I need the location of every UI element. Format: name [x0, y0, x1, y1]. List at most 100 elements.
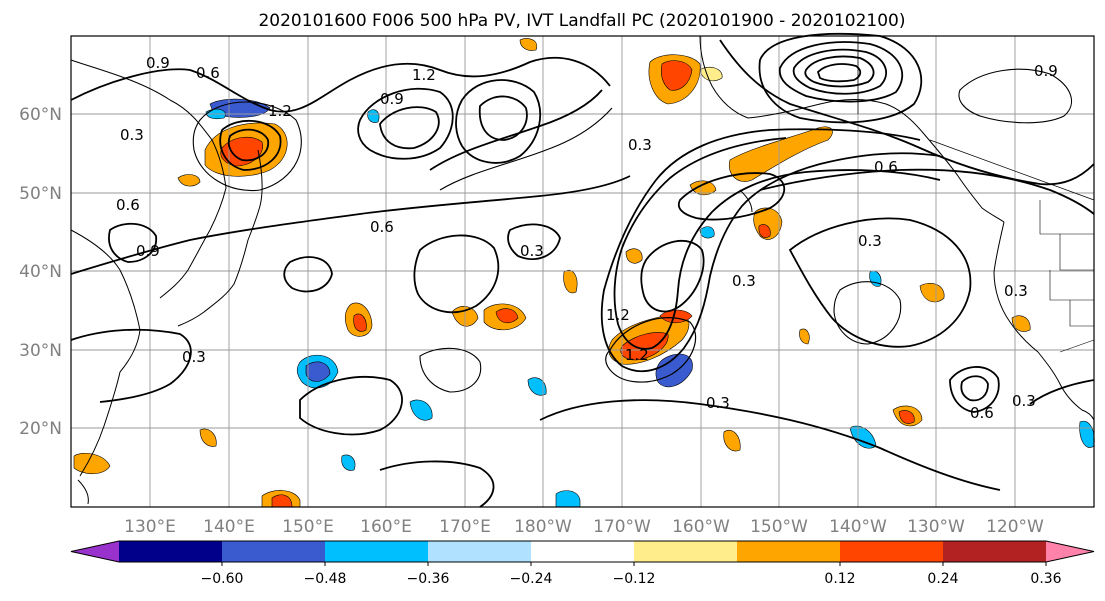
lon-label: 150°W: [750, 517, 808, 537]
colorbar-segment: [531, 541, 635, 562]
coastline-gulf-of-alaska: [747, 99, 925, 135]
lon-label: 180°W: [514, 517, 572, 537]
contour-line: [70, 175, 631, 275]
contour-label: 0.9: [146, 54, 170, 72]
contour-label: 0.6: [370, 218, 394, 236]
shaded-blob: [409, 399, 433, 421]
contour-line: [758, 32, 923, 124]
contour-line: [960, 375, 989, 402]
shaded-blob: [919, 283, 945, 303]
contour-line: [539, 399, 1001, 491]
colorbar-tick-label: 0.36: [1030, 571, 1061, 587]
longitude-labels: 130°E 140°E 150°E 160°E 170°E 180°W 170°…: [124, 517, 1044, 537]
contour-line: [788, 217, 972, 348]
coastline-bc: [923, 133, 1005, 223]
lat-label: 20°N: [19, 419, 62, 439]
shaded-blob: [723, 430, 741, 452]
colorbar-segment: [840, 541, 944, 562]
contour-label: 0.3: [858, 232, 882, 250]
contour-label: 0.6: [196, 64, 220, 82]
contour-line: [507, 223, 561, 260]
contour-label: 0.6: [970, 404, 994, 422]
colorbar-extend-high: [1046, 541, 1094, 562]
border-states: [1039, 200, 1095, 353]
contour-label: 0.3: [520, 242, 544, 260]
shaded-blob: [527, 377, 547, 396]
contour-label: 1.2: [268, 102, 292, 120]
colorbar-tick-label: 0.24: [927, 571, 958, 587]
contour-line: [299, 376, 403, 436]
contour-line: [816, 63, 862, 83]
map-panel: 0.9 0.6 1.2 0.3 0.6 0.9 0.6 1.2 0.3 0.3 …: [70, 32, 1095, 508]
lat-label: 30°N: [19, 341, 62, 361]
contour-line: [958, 68, 1073, 124]
contour-line: [439, 107, 613, 191]
contour-line: [413, 234, 500, 314]
gridlines: [71, 36, 1094, 507]
shaded-blob: [660, 60, 693, 91]
contour-line: [108, 222, 157, 263]
contour-label: 0.9: [380, 90, 404, 108]
colorbar-segment: [634, 541, 738, 562]
shaded-blob: [625, 248, 643, 264]
coastline-island: [739, 189, 753, 213]
colorbar-tick-label: −0.12: [613, 571, 656, 587]
contour-label: 0.6: [116, 196, 140, 214]
colorbar-segment: [222, 541, 326, 562]
lon-label: 160°E: [360, 517, 412, 537]
contour-line: [219, 119, 282, 171]
lon-label: 170°W: [593, 517, 651, 537]
contour-line: [1029, 379, 1095, 405]
shaded-blob: [73, 453, 111, 475]
colorbar-segment: [119, 541, 223, 562]
contour-label: 0.9: [1034, 62, 1058, 80]
contour-label: 0.3: [1004, 282, 1028, 300]
contour-line: [379, 460, 495, 508]
contour-label: 0.9: [136, 242, 160, 260]
contour-label: 1.2: [606, 306, 630, 324]
contour-line: [379, 106, 440, 150]
colorbar-tick-label: −0.60: [201, 571, 244, 587]
colorbar-tick-label: −0.48: [304, 571, 347, 587]
lon-label: 120°W: [986, 517, 1044, 537]
coastline-philippines: [77, 479, 89, 505]
colorbar-ticks: −0.60−0.48−0.36−0.24−0.120.120.240.360.4…: [201, 562, 1062, 587]
contour-line: [759, 168, 1095, 215]
colorbar-segment: [943, 541, 1047, 562]
shaded-blob: [620, 332, 669, 361]
colorbar-segment: [737, 541, 841, 562]
shaded-blob: [341, 454, 356, 471]
contour-line: [605, 317, 697, 383]
contour-line: [192, 101, 302, 192]
lon-label: 130°E: [124, 517, 176, 537]
contour-label: 0.3: [120, 126, 144, 144]
contour-line: [949, 366, 1000, 413]
lon-label: 140°E: [203, 517, 255, 537]
shaded-blob: [655, 353, 693, 388]
contour-label: 1.2: [625, 346, 649, 364]
latitude-labels: 60°N 50°N 40°N 30°N 20°N: [19, 105, 62, 439]
shaded-blob: [898, 410, 915, 424]
contour-line: [419, 347, 482, 393]
contour-line: [600, 128, 941, 373]
map-frame: [70, 35, 1095, 508]
lon-label: 170°E: [439, 517, 491, 537]
contour-line: [804, 55, 875, 88]
shaded-blob: [699, 226, 715, 239]
shaded-anomalies: [73, 38, 1095, 508]
contour-line: [792, 48, 888, 95]
shaded-blob: [728, 126, 833, 182]
contour-label: 0.3: [706, 394, 730, 412]
contour-labels: 0.9 0.6 1.2 0.3 0.6 0.9 0.6 1.2 0.3 0.3 …: [116, 54, 1058, 422]
contour-line: [778, 41, 904, 103]
contour-line: [357, 87, 454, 160]
shaded-blob: [758, 224, 771, 238]
colorbar-outline: [70, 540, 1095, 563]
shaded-blob: [367, 109, 380, 123]
coastline-us-west: [993, 221, 1039, 353]
contour-line: [833, 281, 902, 345]
coastline-china: [70, 229, 141, 373]
contour-line: [70, 328, 192, 403]
shaded-blob: [199, 428, 217, 447]
